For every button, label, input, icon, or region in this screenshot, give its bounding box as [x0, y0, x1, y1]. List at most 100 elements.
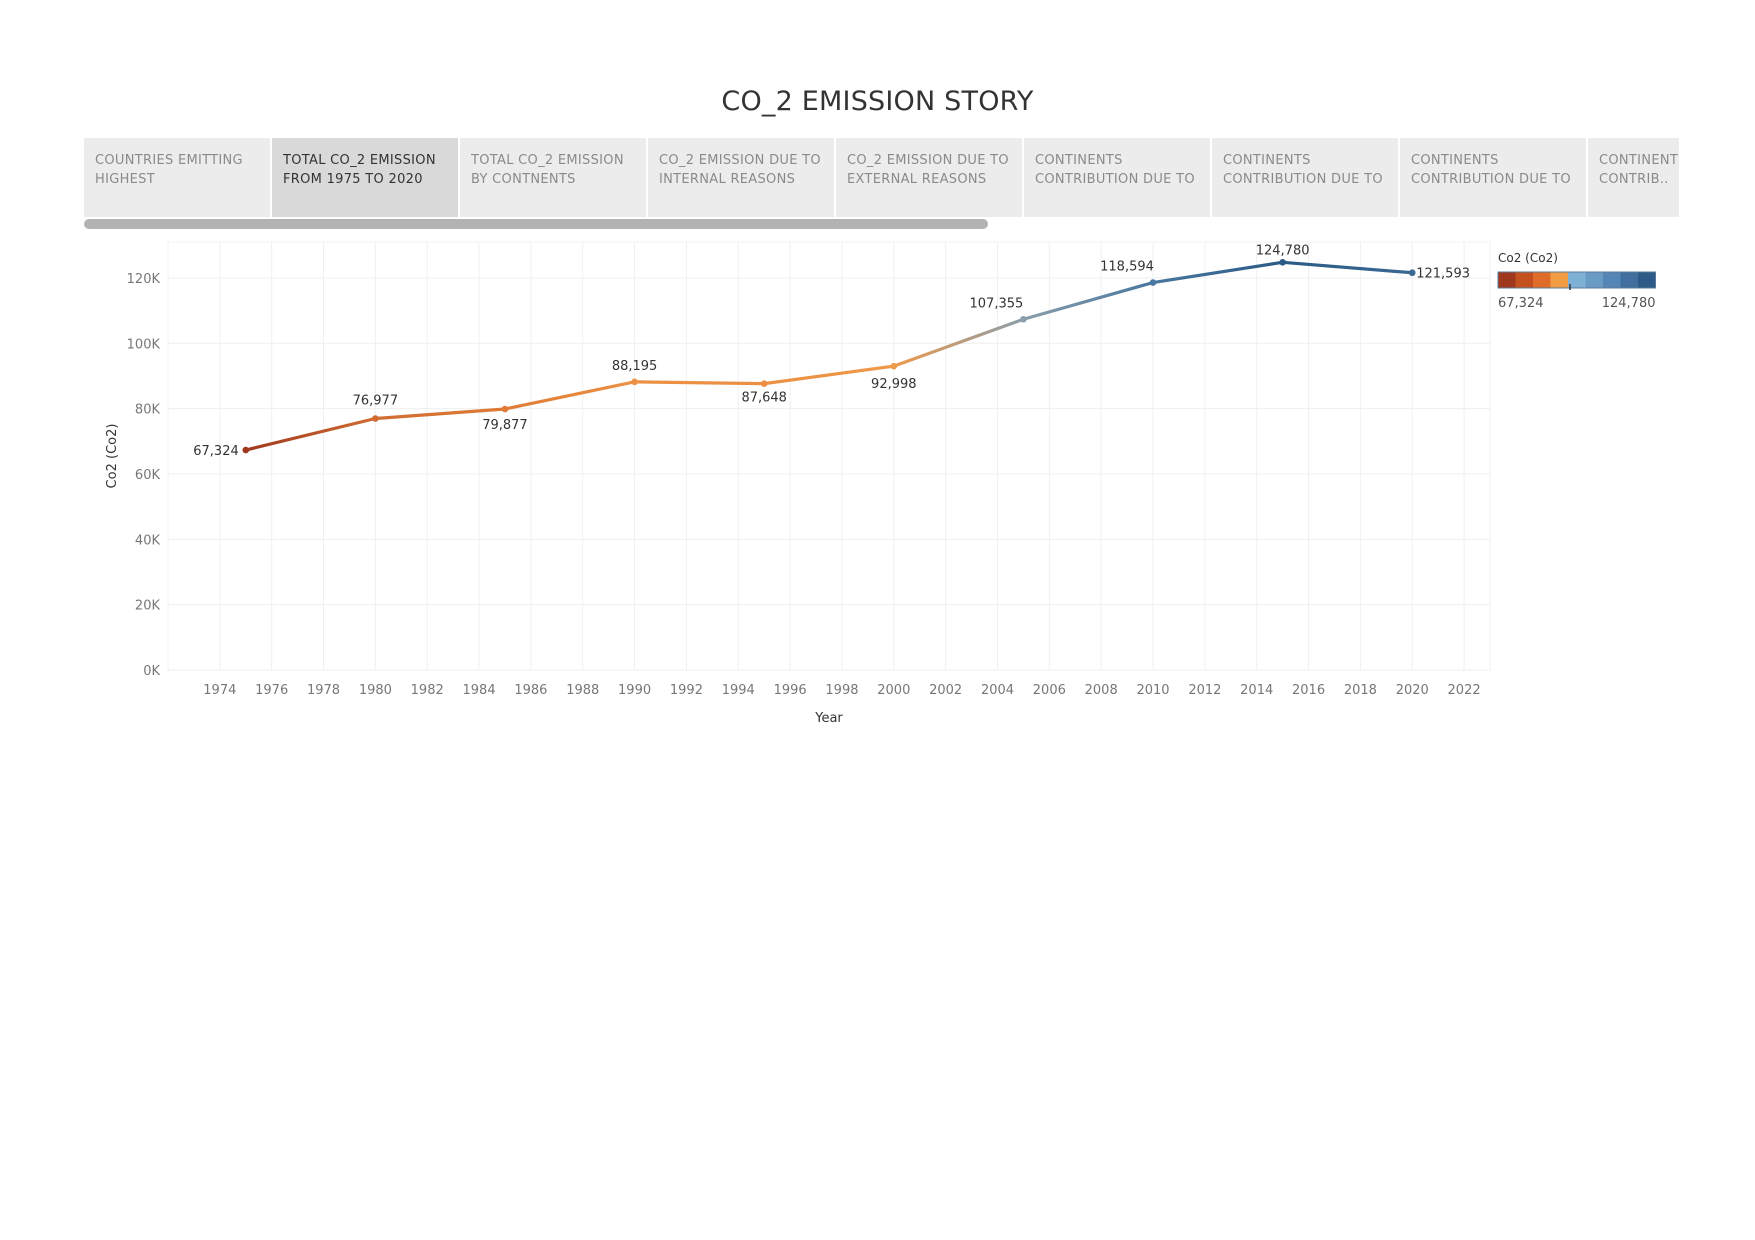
y-tick-label: 100K [127, 337, 161, 352]
legend-frame [1497, 271, 1656, 289]
data-point [1149, 279, 1157, 286]
data-label: 121,593 [1416, 267, 1470, 282]
x-tick-label: 2020 [1396, 683, 1429, 698]
story-title: CO_2 EMISSION STORY [721, 86, 1034, 117]
line-segment [1281, 260, 1414, 275]
x-tick-label: 2002 [929, 683, 962, 698]
x-tick-label: 2012 [1188, 683, 1221, 698]
data-label: 88,195 [612, 359, 658, 374]
x-tick-label: 2006 [1033, 683, 1066, 698]
x-tick-label: 1998 [825, 683, 858, 698]
tab-label: TOTAL CO_2 EMISSION FROM 1975 TO 2020 [283, 153, 436, 187]
series-line [244, 260, 1414, 452]
y-tick-label: 0K [143, 664, 160, 679]
tab-label: CONTINENT S CONTRIB.. [1599, 153, 1679, 187]
plot-frame [167, 241, 1491, 671]
x-tick-label: 1980 [359, 683, 392, 698]
data-point [631, 378, 638, 386]
legend-swatch [1585, 272, 1603, 288]
tab-continents-contribution-1[interactable]: CONTINENTS CONTRIBUTION DUE TO .. [1024, 138, 1210, 217]
data-point [1408, 269, 1416, 277]
tab-emission-external-reasons[interactable]: CO_2 EMISSION DUE TO EXTERNAL REASONS [836, 138, 1022, 217]
tab-label: CONTINENTS CONTRIBUTION DUE TO .. [1223, 153, 1383, 187]
x-tick-label: 1990 [618, 683, 651, 698]
x-tick-label: 1988 [566, 683, 599, 698]
tab-total-emission-1975-2020[interactable]: TOTAL CO_2 EMISSION FROM 1975 TO 2020 [272, 138, 458, 217]
line-segment [632, 380, 766, 386]
data-label: 87,648 [741, 391, 787, 406]
data-point [242, 446, 250, 454]
data-label: 107,355 [970, 296, 1024, 311]
data-label: 118,594 [1100, 260, 1154, 275]
x-axis-title: Year [814, 711, 843, 726]
tab-label: CO_2 EMISSION DUE TO EXTERNAL REASONS [847, 153, 1009, 187]
x-tick-label: 1982 [411, 683, 444, 698]
x-tick-label: 2000 [877, 683, 910, 698]
tab-scrollbar-thumb[interactable] [84, 219, 988, 229]
legend-swatch [1533, 272, 1551, 288]
line-segment [244, 416, 377, 452]
tab-label: COUNTRIES EMITTING HIGHEST [95, 153, 243, 187]
data-label: 76,977 [353, 394, 399, 409]
co2-line-chart: 1974 1976 1978 1980 1982 1984 1986 1988 1990 1992… [105, 241, 1656, 726]
color-legend: Co2 (Co2) 67,324 124,780 [1497, 251, 1656, 311]
data-points [242, 259, 1416, 454]
x-tick-label: 2004 [981, 683, 1014, 698]
tab-countries-emitting-highest[interactable]: COUNTRIES EMITTING HIGHEST [84, 138, 270, 217]
x-tick-label: 2014 [1240, 683, 1273, 698]
y-tick-label: 20K [135, 599, 161, 614]
tab-total-emission-by-continents[interactable]: TOTAL CO_2 EMISSION BY CONTNENTS [460, 138, 646, 217]
x-tick-label: 1994 [722, 683, 755, 698]
data-label: 67,324 [193, 444, 239, 459]
tab-label: CONTINENTS CONTRIBUTION DUE TO .. [1035, 153, 1195, 187]
line-segment [503, 380, 637, 411]
grid-lines [167, 241, 1491, 671]
data-point [890, 362, 898, 370]
data-label: 124,780 [1256, 243, 1310, 258]
y-tick-label: 60K [135, 468, 161, 483]
legend-swatch [1515, 272, 1533, 288]
legend-swatch [1620, 272, 1638, 288]
data-point [372, 415, 379, 422]
data-point [1279, 259, 1286, 266]
legend-swatch [1550, 272, 1568, 288]
tab-label: TOTAL CO_2 EMISSION BY CONTNENTS [471, 153, 624, 187]
y-tick-label: 120K [127, 272, 161, 287]
x-tick-label: 2018 [1344, 683, 1377, 698]
legend-min-label: 67,324 [1498, 296, 1544, 311]
data-point [760, 380, 768, 387]
line-segment [1021, 280, 1155, 321]
data-labels: 67,324 76,977 79,877 88,195 87,648 92,998 107,… [193, 243, 1470, 459]
tab-continents-contribution-3[interactable]: CONTINENTS CONTRIBUTION DUE TO .. [1400, 138, 1586, 217]
line-segment [762, 364, 896, 386]
legend-swatch [1498, 272, 1516, 288]
data-point [501, 405, 509, 413]
legend-swatch [1603, 272, 1621, 288]
x-tick-label: 1976 [255, 683, 288, 698]
x-tick-label: 1984 [463, 683, 496, 698]
y-tick-label: 80K [135, 403, 161, 418]
x-tick-label: 1978 [307, 683, 340, 698]
tab-scrollbar[interactable] [84, 219, 1679, 229]
tab-continents-contribution-4[interactable]: CONTINENT S CONTRIB.. [1588, 138, 1679, 217]
x-tick-label: 2010 [1136, 683, 1169, 698]
story-tab-bar: COUNTRIES EMITTING HIGHEST TOTAL CO_2 EM… [84, 138, 1679, 217]
data-label: 79,877 [482, 418, 528, 433]
x-tick-label: 2022 [1448, 683, 1481, 698]
line-segment [892, 317, 1026, 368]
line-segment [1151, 260, 1285, 285]
y-axis-title: Co2 (Co2) [105, 424, 120, 489]
legend-swatch [1568, 272, 1586, 288]
tab-emission-internal-reasons[interactable]: CO_2 EMISSION DUE TO INTERNAL REASONS [648, 138, 834, 217]
legend-max-label: 124,780 [1602, 296, 1656, 311]
line-segment [373, 407, 507, 421]
axes: 1974 1976 1978 1980 1982 1984 1986 1988 1990 1992… [105, 272, 1481, 726]
data-label: 92,998 [871, 377, 917, 392]
tab-continents-contribution-2[interactable]: CONTINENTS CONTRIBUTION DUE TO .. [1212, 138, 1398, 217]
x-tick-label: 2016 [1292, 683, 1325, 698]
legend-swatch [1638, 272, 1656, 288]
tab-label: CONTINENTS CONTRIBUTION DUE TO .. [1411, 153, 1571, 187]
x-tick-label: 1986 [514, 683, 547, 698]
x-tick-label: 1974 [203, 683, 236, 698]
legend-title: Co2 (Co2) [1498, 251, 1558, 265]
